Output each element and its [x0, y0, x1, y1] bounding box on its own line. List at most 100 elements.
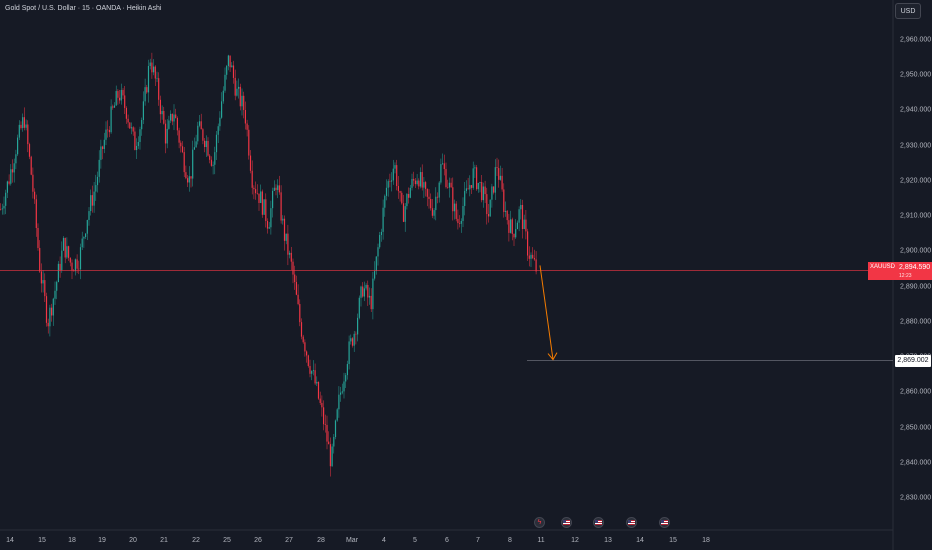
candle-body — [487, 214, 490, 217]
candle-body — [326, 424, 328, 442]
candle-body — [71, 262, 73, 271]
candle-body — [452, 187, 454, 212]
symbol-title[interactable]: Gold Spot / U.S. Dollar · 15 · OANDA · H… — [5, 5, 162, 12]
candle-body — [195, 141, 197, 148]
candle-body — [125, 107, 127, 119]
time-tick-label: 26 — [254, 537, 262, 544]
candle-body — [467, 188, 469, 190]
candle-body — [226, 66, 228, 75]
candle-body — [351, 338, 354, 346]
candle-body — [56, 282, 58, 291]
us-economic-event-icon[interactable] — [626, 517, 637, 528]
candle-body — [508, 220, 510, 233]
candle-body — [465, 188, 467, 191]
projection-arrow — [539, 265, 558, 361]
candle-body — [23, 117, 25, 128]
bar-countdown: 12:23 — [899, 273, 912, 280]
candle-body — [62, 237, 65, 251]
candle-body — [368, 295, 371, 298]
us-flag-icon — [628, 520, 635, 525]
candle-body — [171, 113, 173, 122]
candle-body — [312, 370, 314, 372]
price-tick-label: 2,900.000 — [900, 247, 932, 255]
candle-body — [119, 97, 121, 101]
time-tick-label: 11 — [537, 537, 545, 544]
candle-body — [10, 169, 12, 184]
earnings-event-icon[interactable]: ϟ — [534, 517, 545, 528]
candle-body — [484, 186, 486, 195]
candle-body — [506, 210, 508, 221]
time-tick-label: Mar — [345, 537, 359, 544]
candlestick-series — [0, 52, 537, 477]
candle-body — [532, 254, 534, 258]
time-tick-label: 4 — [382, 537, 386, 544]
price-tick-label: 2,860.000 — [900, 388, 932, 396]
us-economic-event-icon[interactable] — [593, 517, 604, 528]
candle-body — [83, 236, 85, 239]
candle-body — [217, 126, 219, 135]
candle-body — [525, 219, 527, 232]
candle-body — [372, 278, 374, 310]
candle-body — [202, 129, 204, 141]
candle-body — [85, 233, 87, 237]
current-price-label: XAUUSD 2,894.590 12:23 — [868, 262, 932, 281]
candle-body — [462, 205, 464, 222]
candle-body — [154, 66, 156, 79]
candle-body — [470, 185, 473, 188]
candle-body — [474, 167, 476, 169]
candle-body — [435, 196, 437, 211]
candle-body — [476, 167, 478, 190]
us-economic-event-icon[interactable] — [561, 517, 572, 528]
candle-body — [309, 365, 311, 374]
candle-body — [295, 281, 297, 295]
candle-body — [345, 375, 347, 382]
candle-body — [156, 78, 158, 79]
candle-body — [124, 95, 126, 108]
candle-body — [486, 194, 488, 215]
us-economic-event-icon[interactable] — [659, 517, 670, 528]
candle-body — [389, 181, 391, 182]
candle-body — [355, 333, 357, 335]
candle-body — [61, 250, 63, 271]
candle-body — [207, 140, 209, 156]
candle-body — [430, 198, 432, 209]
candle-body — [74, 259, 76, 272]
candle-body — [379, 234, 381, 248]
candle-body — [100, 146, 102, 160]
candle-body — [520, 204, 522, 210]
candle-body — [90, 195, 92, 212]
candle-body — [222, 90, 224, 102]
candle-body — [18, 124, 20, 138]
candle-body — [290, 252, 292, 262]
candle-body — [523, 219, 525, 230]
candle-body — [231, 65, 233, 68]
candle-body — [408, 194, 410, 198]
candle-body — [447, 187, 449, 188]
candle-body — [40, 271, 42, 284]
candle-body — [238, 86, 240, 89]
candle-body — [428, 196, 430, 199]
candle-body — [306, 351, 308, 356]
candle-body — [457, 218, 459, 224]
time-tick-label: 20 — [129, 537, 137, 544]
price-tick-label: 2,850.000 — [900, 424, 932, 432]
current-price-symbol: XAUUSD — [870, 264, 896, 271]
candle-body — [229, 55, 231, 68]
candle-body — [297, 294, 299, 305]
candle-body — [289, 252, 291, 255]
candle-body — [528, 255, 530, 259]
candle-body — [392, 168, 394, 181]
candle-body — [394, 165, 396, 169]
time-tick-label: 14 — [6, 537, 14, 544]
candle-body — [365, 284, 367, 289]
currency-button[interactable]: USD — [895, 3, 921, 19]
candle-body — [404, 206, 406, 222]
candle-body — [197, 125, 199, 142]
candle-body — [314, 370, 316, 384]
candle-body — [78, 268, 80, 270]
candle-body — [391, 180, 393, 182]
candle-body — [489, 199, 491, 217]
price-tick-label: 2,940.000 — [900, 106, 932, 114]
candle-body — [93, 191, 95, 206]
